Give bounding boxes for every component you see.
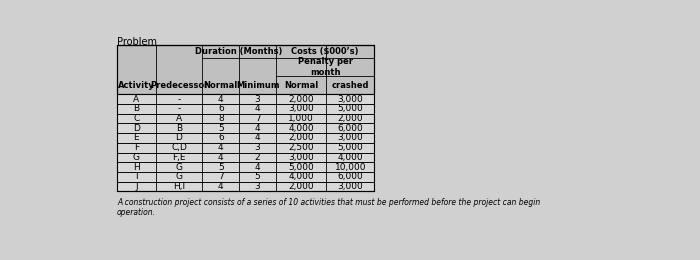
Text: 4: 4 (218, 182, 223, 191)
Bar (117, 104, 374, 114)
Text: C,D: C,D (171, 143, 187, 152)
Text: 6,000: 6,000 (337, 172, 363, 181)
Text: D: D (176, 133, 183, 142)
Text: J: J (135, 182, 138, 191)
Text: E: E (134, 133, 139, 142)
Text: 5,000: 5,000 (337, 143, 363, 152)
Text: 4,000: 4,000 (288, 172, 314, 181)
Text: Costs ($000’s): Costs ($000’s) (291, 47, 359, 56)
Text: A construction project consists of a series of 10 activities that must be perfor: A construction project consists of a ser… (117, 198, 540, 217)
Text: 2,000: 2,000 (337, 114, 363, 123)
Text: 7: 7 (218, 172, 224, 181)
Text: 5: 5 (255, 172, 260, 181)
Text: Normal: Normal (284, 81, 318, 90)
Text: 3,000: 3,000 (337, 95, 363, 104)
Text: B: B (133, 105, 139, 113)
Text: 10,000: 10,000 (335, 162, 366, 172)
Text: crashed: crashed (332, 81, 369, 90)
Text: 6: 6 (218, 133, 224, 142)
Text: -: - (177, 105, 181, 113)
Text: 4: 4 (218, 153, 223, 162)
Text: 3,000: 3,000 (337, 133, 363, 142)
Text: 6,000: 6,000 (337, 124, 363, 133)
Bar (117, 124, 374, 133)
Text: Duration (Months): Duration (Months) (195, 47, 283, 56)
Text: 4: 4 (218, 95, 223, 104)
Text: F: F (134, 143, 139, 152)
Text: 2: 2 (255, 153, 260, 162)
Text: H,I: H,I (173, 182, 185, 191)
Text: 4: 4 (255, 162, 260, 172)
Text: 4,000: 4,000 (337, 153, 363, 162)
Text: G: G (133, 153, 140, 162)
Text: 4: 4 (255, 124, 260, 133)
Text: 2,000: 2,000 (288, 133, 314, 142)
Text: 4: 4 (218, 143, 223, 152)
Bar (117, 114, 374, 124)
Text: 5: 5 (218, 162, 224, 172)
Text: G: G (176, 172, 183, 181)
Text: B: B (176, 124, 182, 133)
Text: -: - (177, 95, 181, 104)
Text: G: G (176, 162, 183, 172)
Text: 5: 5 (218, 124, 224, 133)
Bar (117, 133, 374, 143)
Text: 8: 8 (218, 114, 224, 123)
Text: 2,000: 2,000 (288, 182, 314, 191)
Text: Minimum: Minimum (236, 81, 279, 90)
Text: Activity: Activity (118, 81, 155, 90)
Text: 2,500: 2,500 (288, 143, 314, 152)
Text: Predecessor: Predecessor (150, 81, 208, 90)
Text: 5,000: 5,000 (288, 162, 314, 172)
Text: Problem: Problem (117, 37, 157, 47)
Text: D: D (133, 124, 140, 133)
Text: 4,000: 4,000 (288, 124, 314, 133)
Text: 3: 3 (255, 143, 260, 152)
Bar (117, 143, 374, 153)
Bar (117, 94, 374, 104)
Bar (117, 153, 374, 162)
Text: 4: 4 (255, 133, 260, 142)
Text: 7: 7 (255, 114, 260, 123)
Text: 4: 4 (255, 105, 260, 113)
Bar (117, 172, 374, 182)
Text: 5,000: 5,000 (337, 105, 363, 113)
Bar (117, 182, 374, 191)
Text: C: C (133, 114, 139, 123)
Text: 3,000: 3,000 (337, 182, 363, 191)
Text: H: H (133, 162, 140, 172)
Text: I: I (135, 172, 138, 181)
Text: 3,000: 3,000 (288, 153, 314, 162)
Text: Penalty per
month: Penalty per month (298, 57, 353, 77)
Text: 3,000: 3,000 (288, 105, 314, 113)
Text: 6: 6 (218, 105, 224, 113)
Text: A: A (176, 114, 182, 123)
Text: 3: 3 (255, 95, 260, 104)
Text: 1,000: 1,000 (288, 114, 314, 123)
Text: 2,000: 2,000 (288, 95, 314, 104)
Text: F,E: F,E (172, 153, 186, 162)
Text: Normal: Normal (204, 81, 238, 90)
Text: 3: 3 (255, 182, 260, 191)
Text: A: A (133, 95, 139, 104)
Bar (117, 162, 374, 172)
